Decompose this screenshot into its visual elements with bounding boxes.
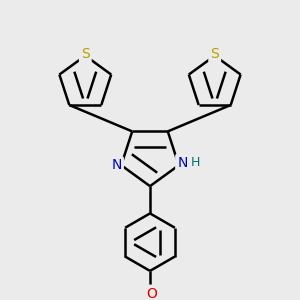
Text: S: S [210,47,219,61]
Text: O: O [146,286,157,300]
Text: H: H [191,156,200,169]
Text: S: S [81,47,90,61]
Text: N: N [177,156,188,170]
Text: N: N [112,158,122,172]
